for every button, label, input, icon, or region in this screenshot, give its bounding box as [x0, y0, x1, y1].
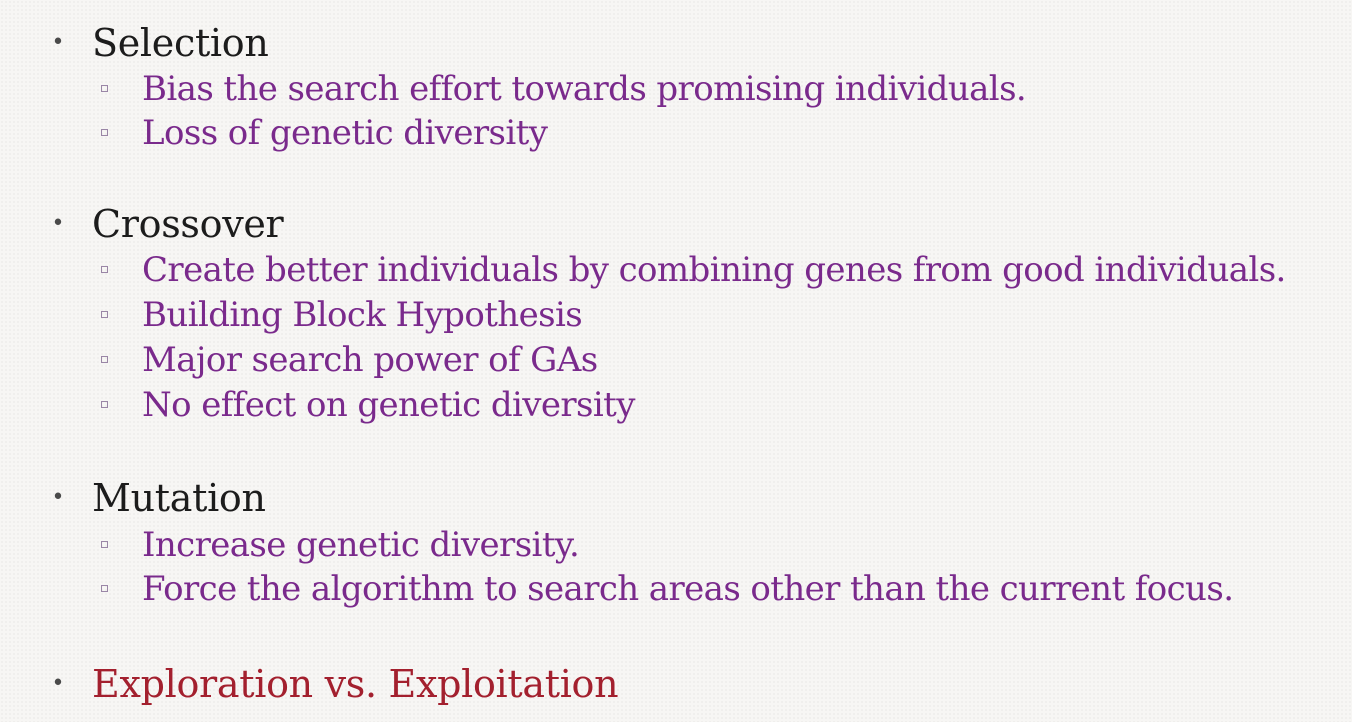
square-bullet-icon: [101, 401, 108, 408]
subitem-text: Major search power of GAs: [142, 340, 598, 380]
subitem-text: Building Block Hypothesis: [142, 295, 583, 335]
square-bullet-icon: [101, 311, 108, 318]
square-bullet-icon: [101, 541, 108, 548]
square-bullet-icon: [101, 585, 108, 592]
subitem-text: Increase genetic diversity.: [142, 525, 580, 565]
subitem-text: Force the algorithm to search areas othe…: [142, 569, 1234, 609]
bullet-dot: •: [51, 671, 65, 696]
subitem-text: Create better individuals by combining g…: [142, 250, 1286, 290]
subitem-text: Loss of genetic diversity: [142, 113, 548, 153]
heading-exploration-vs-exploitation: Exploration vs. Exploitation: [92, 662, 619, 706]
bullet-dot: •: [51, 485, 65, 510]
square-bullet-icon: [101, 266, 108, 273]
square-bullet-icon: [101, 356, 108, 363]
bullet-dot: •: [51, 30, 65, 55]
square-bullet-icon: [101, 129, 108, 136]
square-bullet-icon: [101, 85, 108, 92]
heading-crossover: Crossover: [92, 202, 284, 246]
heading-mutation: Mutation: [92, 476, 266, 520]
subitem-text: Bias the search effort towards promising…: [142, 69, 1027, 109]
heading-selection: Selection: [92, 21, 269, 65]
bullet-dot: •: [51, 211, 65, 236]
subitem-text: No effect on genetic diversity: [142, 385, 635, 425]
